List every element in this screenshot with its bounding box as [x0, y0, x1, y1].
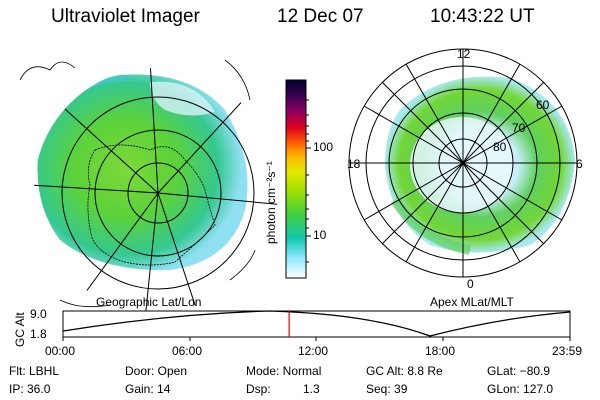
filter-info: Flt: LBHL — [9, 364, 60, 378]
mlt-label-0: 0 — [467, 277, 474, 291]
colorbar-tick-10: 10 — [313, 228, 327, 242]
mlat-label-70: 70 — [512, 121, 526, 135]
mode-info: Mode: Normal — [246, 364, 322, 378]
altitude-curve — [62, 310, 571, 337]
mlt-label-12: 12 — [457, 47, 471, 61]
mlt-label-6: 6 — [576, 157, 583, 171]
altitude-ylabel: GC Alt — [13, 312, 27, 347]
x-tick-1800: 18:00 — [425, 344, 456, 358]
seq-info: Seq: 39 — [366, 382, 408, 396]
colorbar-tick-100: 100 — [313, 140, 334, 154]
x-tick-0600: 06:00 — [172, 344, 203, 358]
colorbar — [285, 79, 311, 279]
dsp-value: 1.3 — [303, 382, 320, 396]
observation-time: 10:43:22 UT — [430, 6, 535, 27]
x-tick-1200: 12:00 — [298, 344, 329, 358]
gain-info: Gain: 14 — [125, 382, 171, 396]
left-aurora-image — [37, 74, 248, 271]
instrument-title: Ultraviolet Imager — [51, 6, 200, 27]
right-map-caption: Apex MLat/MLT — [430, 295, 514, 309]
colorbar-unit-label: photon cm⁻²s⁻¹ — [264, 161, 278, 244]
ip-info: IP: 36.0 — [9, 382, 51, 396]
left-aurora-gap — [150, 81, 215, 116]
continent-outline — [87, 144, 216, 266]
altitude-ymax: 9.0 — [30, 307, 47, 321]
geographic-map — [19, 59, 278, 312]
glat-info: GLat: −80.9 — [487, 364, 551, 378]
x-tick-2359: 23:59 — [552, 344, 583, 358]
door-info: Door: Open — [125, 364, 188, 378]
x-tick-0000: 00:00 — [45, 344, 76, 358]
magnetic-map — [348, 48, 578, 278]
observation-date: 12 Dec 07 — [277, 6, 364, 27]
altitude-plot — [62, 310, 571, 341]
gc-alt-info: GC Alt: 8.8 Re — [366, 364, 443, 378]
mlat-label-80: 80 — [493, 140, 507, 154]
altitude-ymin: 1.8 — [30, 327, 47, 341]
dsp-label: Dsp: — [246, 382, 271, 396]
left-map-caption: Geographic Lat/Lon — [96, 295, 202, 309]
glon-info: GLon: 127.0 — [487, 382, 554, 396]
mlt-label-18: 18 — [347, 157, 361, 171]
mlat-label-60: 60 — [536, 98, 550, 112]
